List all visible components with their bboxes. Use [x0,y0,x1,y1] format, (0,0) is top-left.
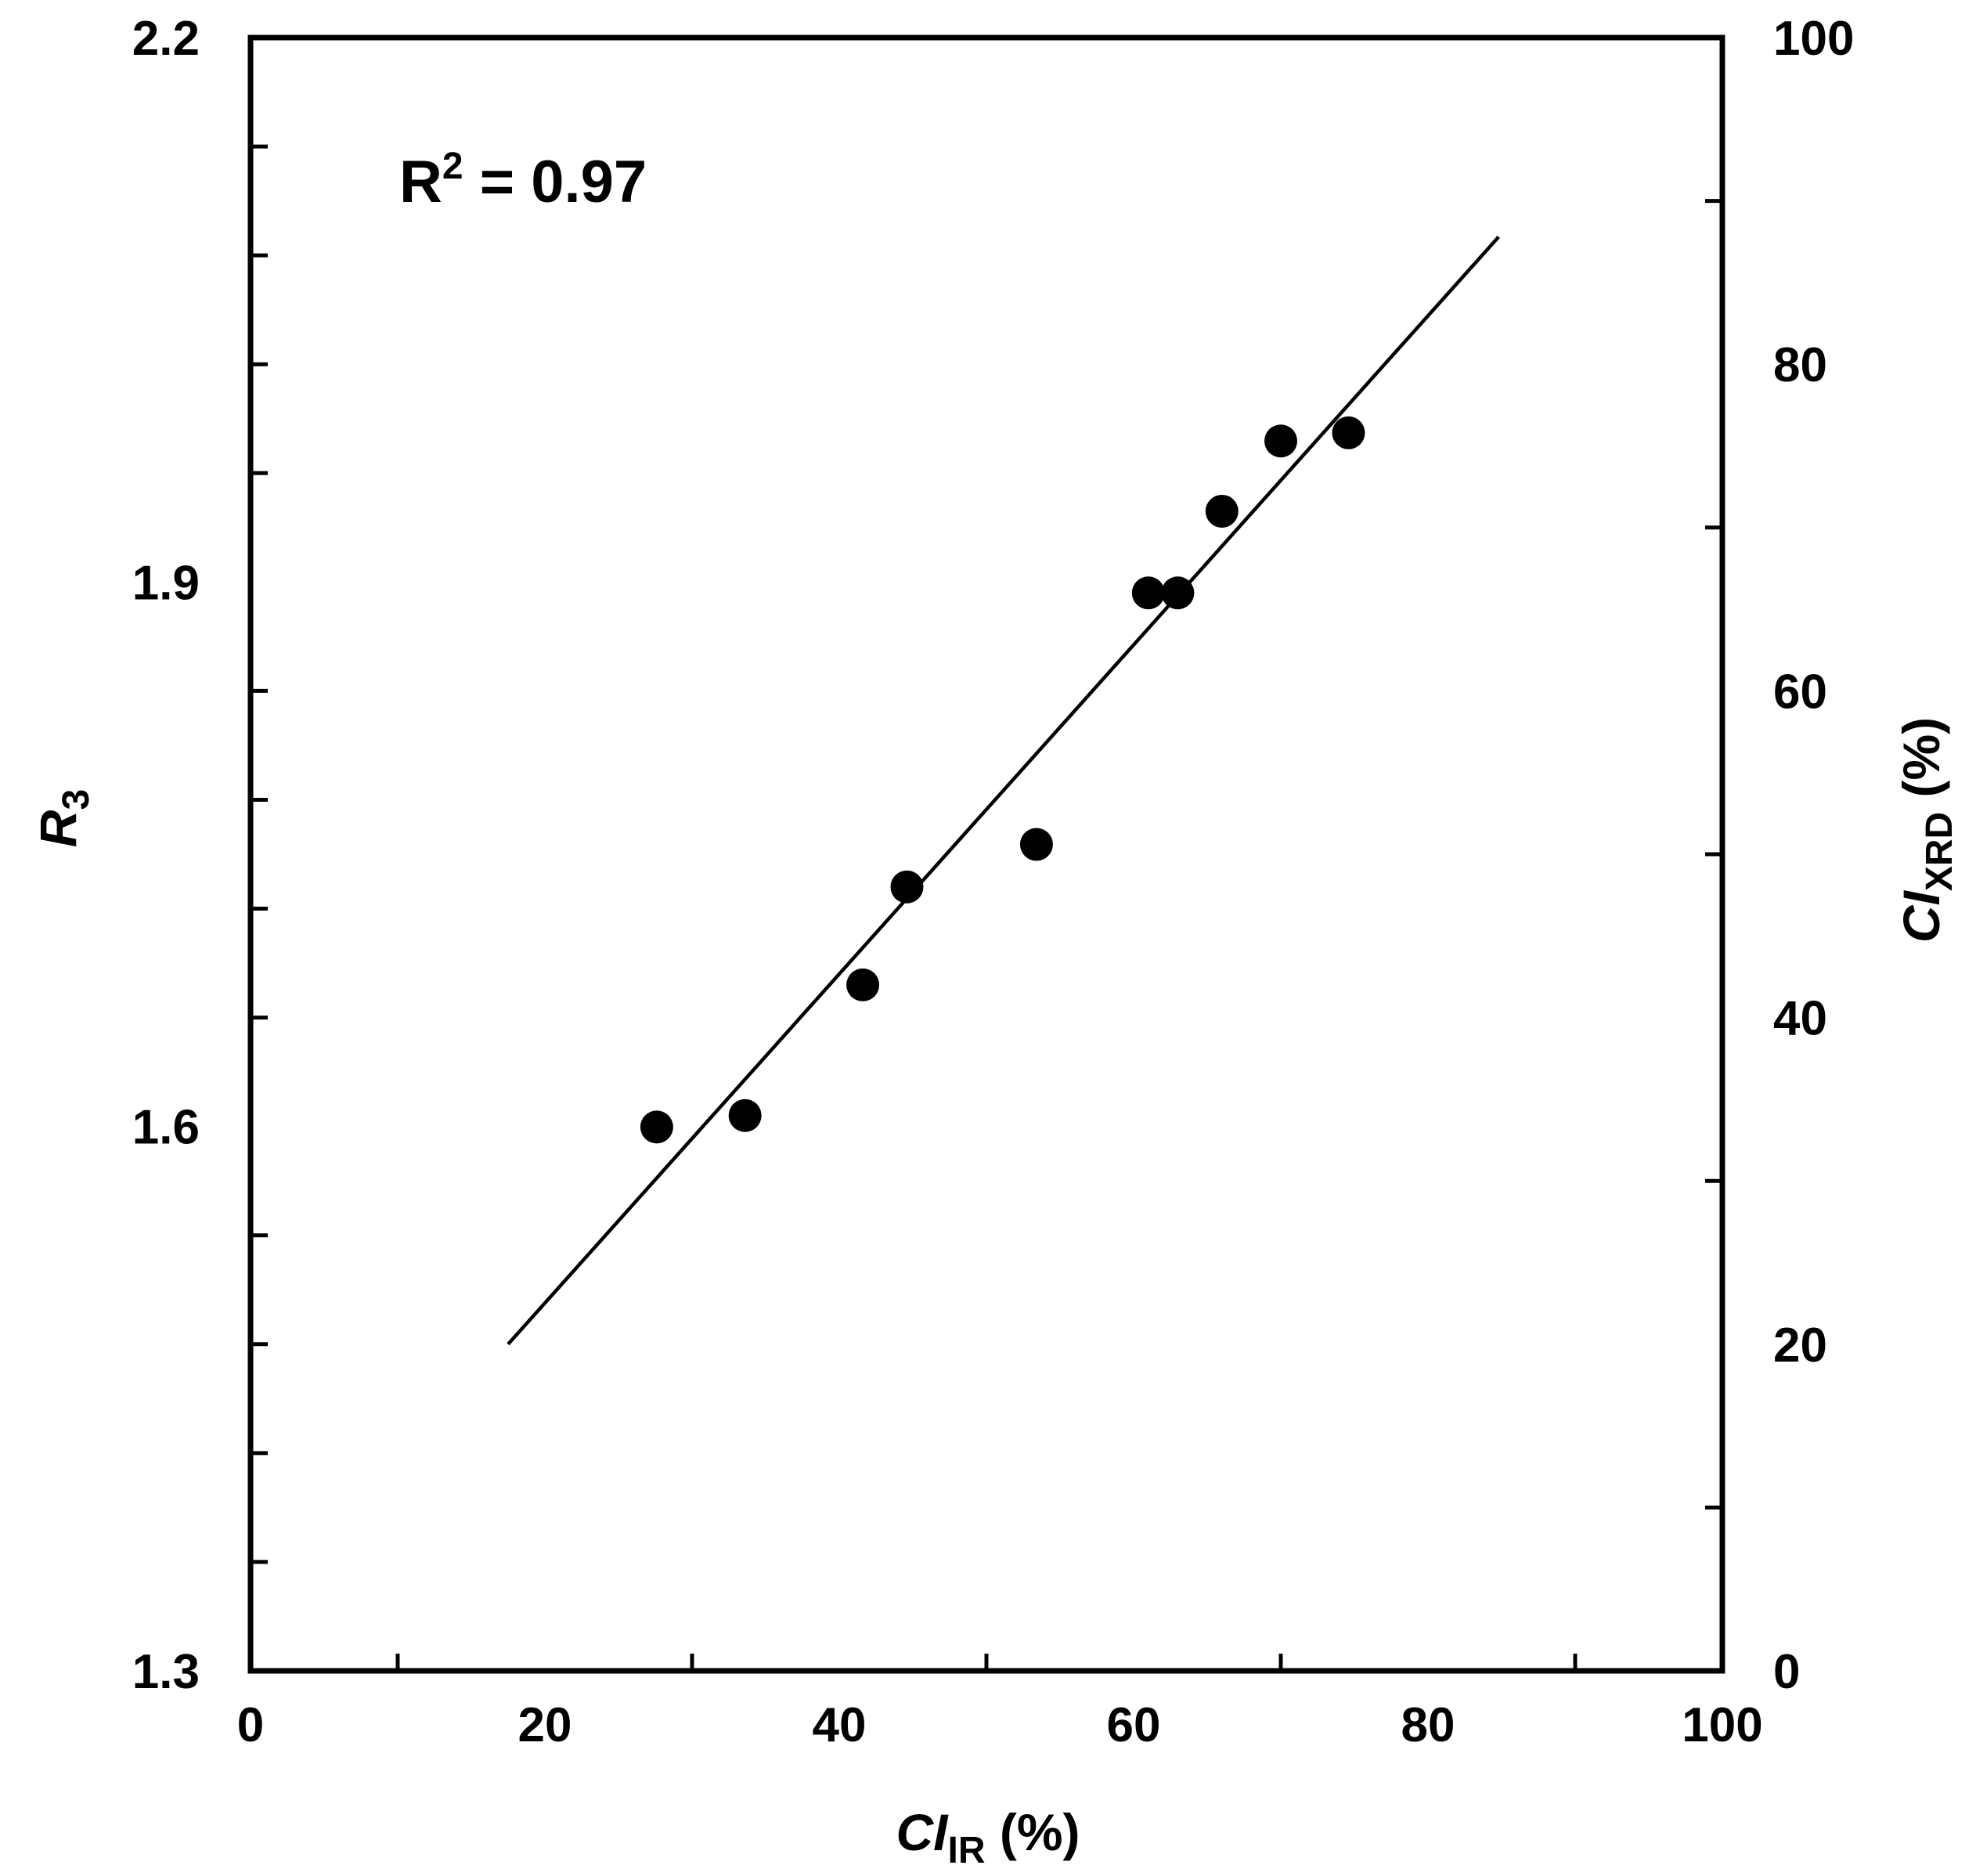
yr-title-sub: XRD [1919,812,1960,891]
y-right-tick-label: 80 [1773,338,1827,392]
y-right-axis-title: CIXRD (%) [1892,717,1960,943]
plot-border [247,34,1725,1674]
y-right-tick-label: 0 [1773,1645,1800,1699]
data-point [1019,828,1053,861]
annotation-sup: 2 [442,146,463,187]
yl-title-main: R [29,810,87,847]
x-tick-labels: 0 20 40 60 80 100 [237,1698,1763,1752]
x-tick-label: 20 [518,1698,572,1752]
annotation-value: = 0.97 [463,149,647,215]
yr-title-unit: (%) [1892,717,1950,812]
data-point [640,1110,673,1144]
data-point [728,1099,762,1132]
x-title-unit: (%) [986,1803,1080,1861]
y-left-tick-labels: 1.3 1.6 1.9 2.2 [132,12,200,1699]
y-left-tick-label: 1.9 [132,556,200,610]
yr-title-main: CI [1892,890,1950,943]
data-points [640,416,1365,1144]
data-point [1161,576,1195,610]
y-right-tick-label: 100 [1773,12,1854,66]
r-squared-annotation: R2 = 0.97 [399,146,647,215]
plot-frame [247,34,1725,1674]
y-left-tick-label: 1.6 [132,1101,200,1155]
y-left-axis-title: R3 [29,789,97,847]
x-title-sub: IR [948,1830,986,1871]
data-point [846,968,880,1001]
fit-line [507,235,1500,1346]
x-tick-label: 0 [237,1698,264,1752]
x-axis-title: CIIR (%) [896,1803,1080,1871]
data-point [890,870,924,904]
x-tick-label: 60 [1107,1698,1161,1752]
y-right-tick-label: 20 [1773,1319,1827,1373]
data-point [1332,416,1365,449]
y-left-tick-label: 1.3 [132,1645,200,1699]
x-title-main: CI [896,1803,950,1861]
annotation-r: R [399,149,442,215]
y-right-tick-labels: 0 20 40 60 80 100 [1773,12,1854,1699]
data-point [1131,576,1165,610]
y-right-tick-label: 40 [1773,992,1827,1046]
data-point [1205,494,1239,528]
yl-title-sub: 3 [56,789,97,810]
data-point [1264,424,1297,458]
x-tick-label: 100 [1682,1698,1762,1752]
y-left-tick-label: 2.2 [132,12,200,66]
x-tick-label: 40 [813,1698,867,1752]
x-tick-label: 80 [1401,1698,1455,1752]
minor-ticks [251,144,1722,1671]
y-right-tick-label: 60 [1773,665,1827,719]
